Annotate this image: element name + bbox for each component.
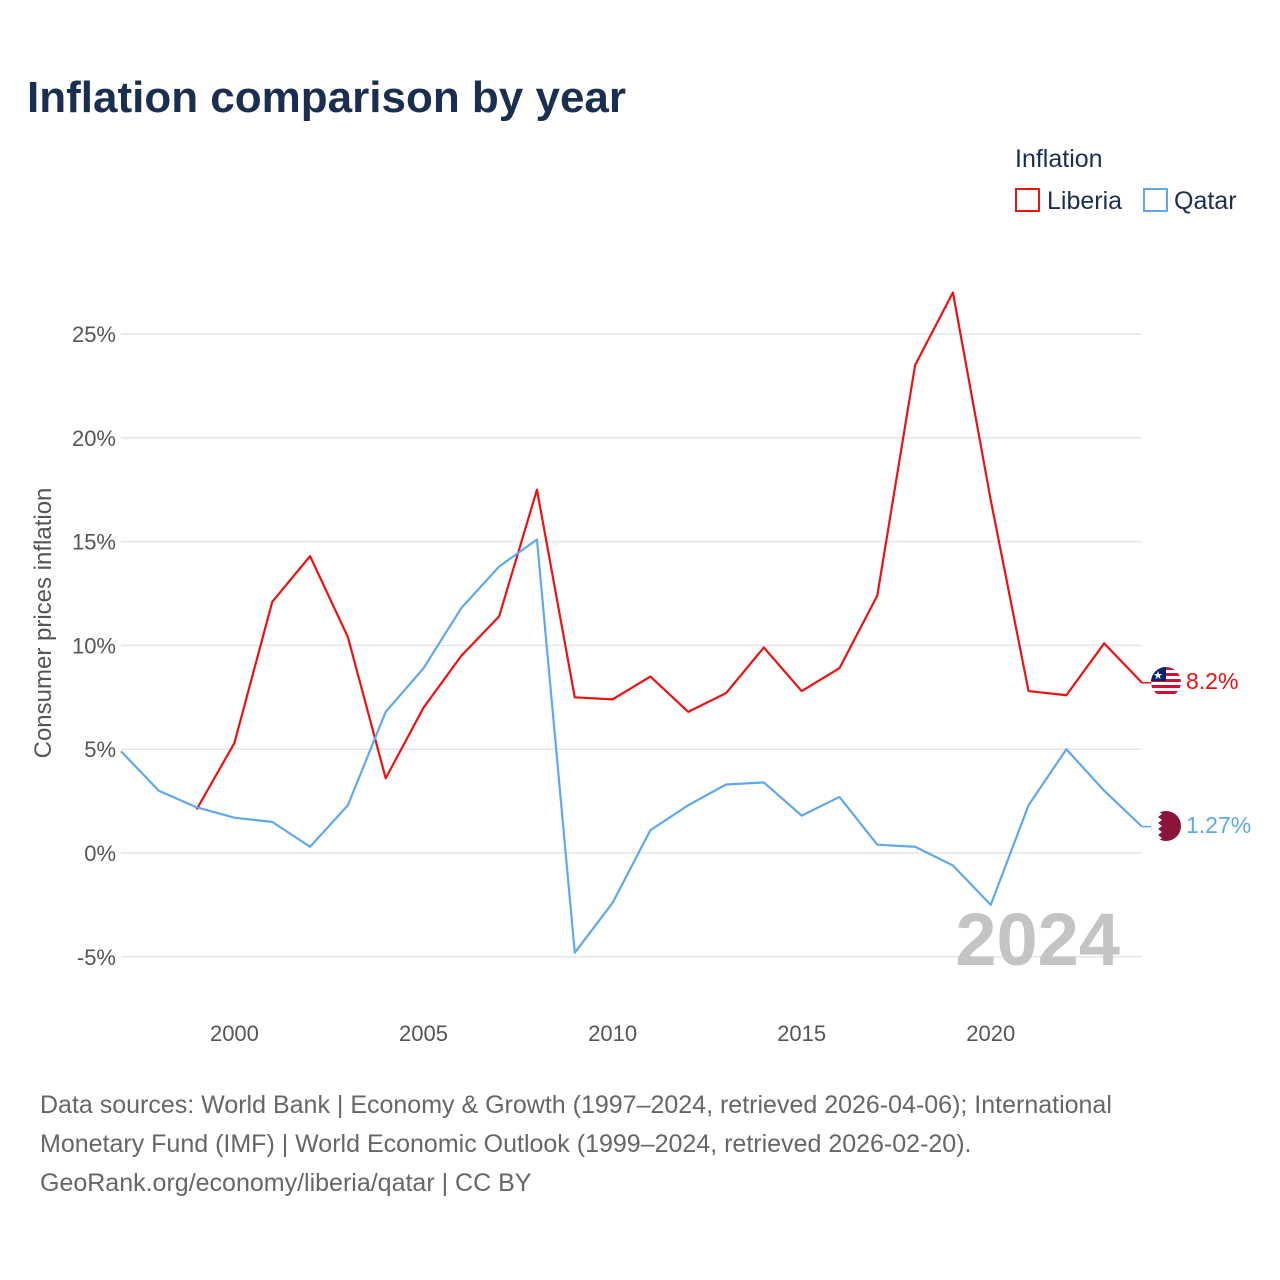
data-point-liberia[interactable]: [457, 652, 465, 660]
source-link[interactable]: GeoRank.org/economy/liberia/qatar | CC B…: [40, 1169, 532, 1197]
legend-label-qatar: Qatar: [1174, 187, 1237, 215]
data-point-qatar[interactable]: [873, 841, 881, 849]
data-point-liberia[interactable]: [382, 774, 390, 782]
data-point-qatar[interactable]: [798, 812, 806, 820]
data-point-liberia[interactable]: [268, 598, 276, 606]
data-point-qatar[interactable]: [457, 604, 465, 612]
data-point-qatar[interactable]: [382, 708, 390, 716]
y-axis: -5% 0% 5% 10% 15% 20% 25%: [72, 322, 116, 970]
data-point-qatar[interactable]: [344, 801, 352, 809]
data-point-qatar[interactable]: [1138, 823, 1146, 831]
data-point-liberia[interactable]: [949, 288, 957, 296]
data-point-qatar[interactable]: [533, 536, 541, 544]
data-point-liberia[interactable]: [495, 612, 503, 620]
data-point-liberia[interactable]: [306, 552, 314, 560]
data-point-liberia[interactable]: [420, 704, 428, 712]
data-point-liberia[interactable]: [1138, 679, 1146, 687]
data-point-liberia[interactable]: [646, 673, 654, 681]
data-point-liberia[interactable]: [835, 664, 843, 672]
legend-item-qatar[interactable]: Qatar: [1143, 187, 1237, 215]
x-tick-label: 2020: [966, 1021, 1015, 1046]
data-point-qatar[interactable]: [306, 843, 314, 851]
grid: [121, 333, 1142, 958]
data-point-liberia[interactable]: [609, 695, 617, 703]
data-point-qatar[interactable]: [117, 747, 125, 755]
data-point-qatar[interactable]: [495, 563, 503, 571]
data-point-liberia[interactable]: [722, 689, 730, 697]
svg-text:★: ★: [1153, 670, 1163, 682]
data-point-liberia[interactable]: [571, 693, 579, 701]
legend-swatch-qatar: [1143, 188, 1168, 212]
legend-title: Inflation: [1015, 145, 1103, 173]
x-tick-label: 2005: [399, 1021, 448, 1046]
x-tick-label: 2015: [777, 1021, 826, 1046]
y-tick-label: 25%: [72, 322, 116, 347]
data-point-liberia[interactable]: [873, 592, 881, 600]
data-point-liberia[interactable]: [760, 643, 768, 651]
legend-item-liberia[interactable]: Liberia: [1015, 187, 1122, 215]
data-point-qatar[interactable]: [1062, 745, 1070, 753]
data-point-liberia[interactable]: [911, 361, 919, 369]
source-line-1: Data sources: World Bank | Economy & Gro…: [40, 1091, 1112, 1119]
x-axis: 2000 2005 2010 2015 2020: [210, 1021, 1015, 1046]
series-line-liberia: [195, 291, 1143, 810]
data-point-qatar[interactable]: [987, 901, 995, 909]
y-tick-label: 10%: [72, 633, 116, 658]
legend-label-liberia: Liberia: [1047, 187, 1122, 215]
y-tick-label: 20%: [72, 426, 116, 451]
y-tick-label: -5%: [77, 945, 116, 970]
data-point-qatar[interactable]: [835, 793, 843, 801]
data-point-qatar[interactable]: [684, 801, 692, 809]
x-tick-label: 2010: [588, 1021, 637, 1046]
data-point-qatar[interactable]: [193, 803, 201, 811]
data-point-liberia[interactable]: [1100, 639, 1108, 647]
data-point-liberia[interactable]: [798, 687, 806, 695]
y-tick-label: 0%: [84, 841, 116, 866]
data-point-liberia[interactable]: [684, 708, 692, 716]
year-label: 2024: [955, 898, 1120, 981]
data-point-qatar[interactable]: [760, 778, 768, 786]
series-line-qatar: [120, 538, 1143, 954]
y-tick-label: 15%: [72, 530, 116, 555]
y-tick-label: 5%: [84, 737, 116, 762]
y-axis-label: Consumer prices inflation: [30, 488, 57, 759]
qatar-flag-icon: [1151, 811, 1181, 841]
data-point-liberia[interactable]: [344, 633, 352, 641]
data-point-liberia[interactable]: [533, 486, 541, 494]
data-point-qatar[interactable]: [571, 949, 579, 957]
data-point-liberia[interactable]: [987, 496, 995, 504]
data-point-qatar[interactable]: [420, 664, 428, 672]
data-point-liberia[interactable]: [230, 739, 238, 747]
data-point-qatar[interactable]: [646, 826, 654, 834]
data-point-qatar[interactable]: [1025, 801, 1033, 809]
data-point-qatar[interactable]: [949, 861, 957, 869]
data-point-qatar[interactable]: [268, 818, 276, 826]
data-point-liberia[interactable]: [1062, 691, 1070, 699]
data-point-liberia[interactable]: [1025, 687, 1033, 695]
liberia-end-label: 8.2%: [1186, 668, 1238, 694]
x-tick-label: 2000: [210, 1021, 259, 1046]
data-point-qatar[interactable]: [155, 787, 163, 795]
liberia-flag-icon: ★: [1151, 667, 1181, 697]
chart-title: Inflation comparison by year: [27, 73, 626, 122]
qatar-end-label: 1.27%: [1186, 812, 1251, 838]
source-line-2: Monetary Fund (IMF) | World Economic Out…: [40, 1130, 971, 1158]
data-point-qatar[interactable]: [1100, 787, 1108, 795]
data-point-qatar[interactable]: [722, 780, 730, 788]
data-point-qatar[interactable]: [609, 899, 617, 907]
data-point-qatar[interactable]: [911, 843, 919, 851]
data-point-qatar[interactable]: [230, 814, 238, 822]
legend-swatch-liberia: [1015, 188, 1040, 212]
series-lines: [117, 288, 1152, 957]
